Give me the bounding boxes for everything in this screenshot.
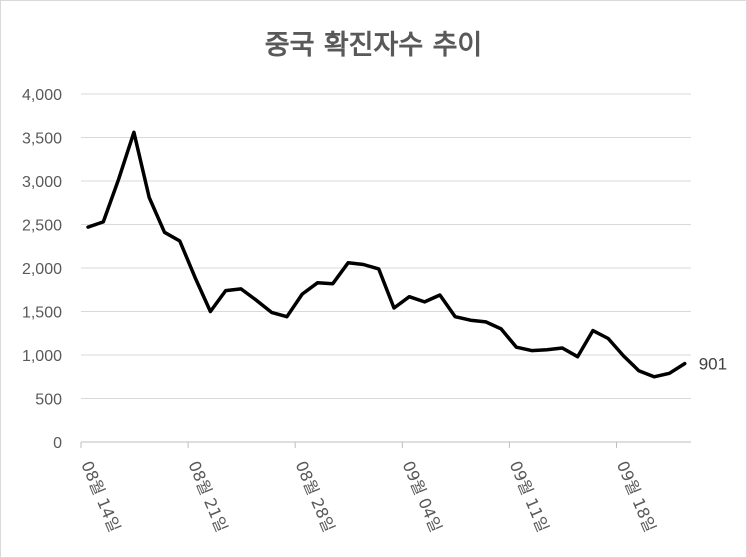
chart-title: 중국 확진자수 추이 (264, 30, 483, 61)
x-tick-label: 08월 14일 (77, 458, 124, 535)
y-tick-label: 2,500 (22, 218, 62, 235)
x-tick-label: 08월 21일 (184, 458, 231, 535)
x-axis: 08월 14일 08월 21일 08월 28일 09월 04일 09월 11일 09월 1… (77, 441, 691, 535)
y-tick-label: 2,000 (22, 261, 62, 278)
y-axis-ticks: 0 500 1,000 1,500 2,000 2,500 3,000 3,500 4,000 (22, 87, 62, 452)
y-tick-label: 1,000 (22, 348, 62, 365)
x-tick-label: 09월 18일 (613, 458, 660, 535)
data-labels: 901 (699, 355, 727, 374)
data-label-last-point: 901 (699, 355, 727, 374)
y-tick-label: 0 (53, 435, 62, 452)
y-tick-label: 3,500 (22, 131, 62, 148)
y-tick-label: 500 (35, 392, 62, 409)
series-layer (86, 130, 687, 379)
x-tick-label: 09월 04일 (399, 458, 446, 535)
y-tick-label: 3,000 (22, 174, 62, 191)
y-tick-label: 1,500 (22, 305, 62, 322)
series-line (86, 130, 687, 379)
gridlines (81, 93, 691, 399)
y-tick-label: 4,000 (22, 87, 62, 104)
x-tick-label: 09월 11일 (506, 458, 553, 535)
x-tick-label: 08월 28일 (292, 458, 339, 535)
